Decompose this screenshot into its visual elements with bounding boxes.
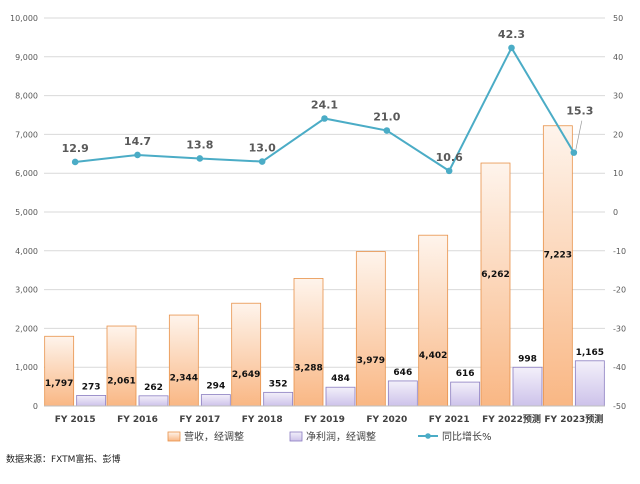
bar-revenue [106, 325, 137, 407]
y-left-tick-label: 7,000 [15, 130, 38, 139]
bar-revenue [542, 125, 573, 407]
line-point-growth [508, 44, 515, 52]
x-tick-label: FY 2018 [242, 415, 283, 425]
bar-profit [76, 395, 107, 407]
bar-profit [574, 360, 605, 407]
x-tick-label: FY 2017 [179, 415, 220, 425]
data-label-revenue: 4,402 [419, 351, 447, 361]
legend-item-growth: 同比增长% [418, 430, 492, 443]
bar-profit [512, 366, 543, 407]
line-point-growth [196, 155, 204, 162]
bar-revenue [293, 278, 324, 407]
y-right-tick-label: 0 [613, 208, 618, 217]
y-right-tick-label: 40 [613, 53, 623, 62]
data-label-profit: 1,165 [576, 348, 604, 358]
data-label-revenue: 2,344 [170, 374, 198, 384]
bar-profit [263, 391, 294, 407]
line-point-growth [570, 149, 578, 156]
legend-swatch-marker [425, 433, 431, 439]
y-right-tick-label: -20 [613, 286, 626, 295]
bar-revenue [231, 302, 262, 407]
data-label-revenue: 1,797 [45, 379, 73, 389]
legend-label: 净利润，经调整 [306, 430, 376, 443]
legend-swatch [289, 431, 303, 442]
x-tick-label: FY 2016 [117, 415, 158, 425]
bar-revenue [355, 251, 386, 407]
bar-profit [387, 380, 418, 407]
legend-label: 营收，经调整 [184, 430, 244, 443]
y-left-tick-label: 5,000 [15, 208, 38, 217]
x-tick-label: FY 2021 [429, 415, 470, 425]
line-point-growth [134, 151, 141, 159]
y-left-tick-label: 4,000 [15, 247, 38, 256]
data-label-profit: 352 [269, 379, 288, 389]
line-point-growth [445, 167, 453, 175]
x-tick-label: FY 2015 [55, 415, 96, 425]
data-label-profit: 998 [518, 354, 537, 364]
data-label-revenue: 2,061 [107, 377, 135, 387]
data-label-growth: 42.3 [498, 28, 525, 41]
line-point-growth [258, 158, 266, 165]
y-left-tick-label: 8,000 [15, 92, 38, 101]
data-label-profit: 616 [456, 369, 475, 379]
y-left-tick-label: 0 [33, 402, 38, 411]
bar-profit [138, 395, 169, 407]
source-note: 数据来源：FXTM富拓、彭博 [6, 455, 121, 465]
data-label-profit: 646 [393, 368, 412, 378]
y-right-tick-label: -40 [613, 363, 626, 372]
y-right-tick-label: -30 [613, 324, 626, 333]
legend-item-revenue: 营收，经调整 [167, 430, 244, 443]
data-label-growth: 14.7 [124, 135, 151, 148]
data-label-profit: 484 [331, 374, 350, 384]
x-tick-label: FY 2023预测 [544, 413, 603, 425]
bar-revenue [418, 234, 449, 407]
data-label-growth: 10.6 [436, 151, 463, 164]
y-left-tick-label: 9,000 [15, 53, 38, 62]
data-label-growth: 24.1 [311, 98, 338, 111]
y-right-tick-label: 10 [613, 169, 623, 178]
bar-revenue [168, 314, 199, 407]
x-tick-label: FY 2022预测 [482, 413, 541, 425]
x-tick-label: FY 2020 [366, 415, 407, 425]
legend-swatch [167, 431, 181, 442]
bar-profit [325, 386, 356, 407]
data-label-revenue: 3,288 [294, 363, 322, 373]
data-label-growth: 21.0 [373, 111, 400, 124]
data-label-revenue: 2,649 [232, 370, 260, 380]
data-label-revenue: 3,979 [357, 356, 385, 366]
line-point-growth [383, 127, 391, 134]
y-right-tick-label: -10 [613, 247, 626, 256]
line-point-growth [321, 115, 328, 122]
y-left-tick-label: 6,000 [15, 169, 38, 178]
data-label-profit: 294 [206, 382, 225, 392]
y-right-tick-label: 30 [613, 92, 623, 101]
data-label-growth: 13.8 [186, 138, 213, 151]
data-label-growth: 13.0 [249, 142, 276, 155]
leader-line [575, 120, 583, 150]
bar-revenue [44, 335, 75, 407]
bar-revenue [480, 162, 511, 407]
legend-item-profit: 净利润，经调整 [289, 430, 376, 443]
bar-profit [200, 394, 231, 407]
data-label-growth: 15.3 [566, 105, 593, 118]
y-left-tick-label: 1,000 [15, 363, 38, 372]
data-label-profit: 273 [82, 382, 101, 392]
y-left-tick-label: 10,000 [10, 14, 38, 23]
data-label-revenue: 7,223 [544, 250, 572, 260]
line-point-growth [71, 158, 79, 166]
bar-profit [450, 381, 481, 407]
y-right-tick-label: 20 [613, 130, 623, 139]
y-left-tick-label: 3,000 [15, 286, 38, 295]
y-right-tick-label: 50 [613, 14, 623, 23]
x-tick-label: FY 2019 [304, 415, 345, 425]
y-left-tick-label: 2,000 [15, 324, 38, 333]
legend-label: 同比增长% [442, 430, 492, 443]
data-label-profit: 262 [144, 383, 163, 393]
data-label-growth: 12.9 [62, 142, 89, 155]
y-right-tick-label: -50 [613, 402, 626, 411]
data-label-revenue: 6,262 [481, 270, 509, 280]
